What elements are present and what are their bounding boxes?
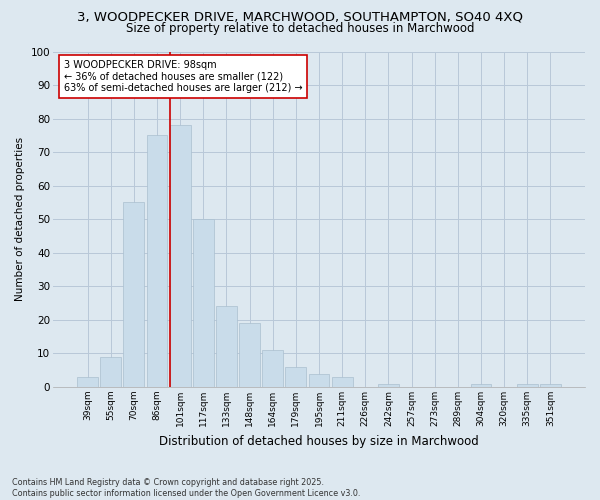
Text: 3, WOODPECKER DRIVE, MARCHWOOD, SOUTHAMPTON, SO40 4XQ: 3, WOODPECKER DRIVE, MARCHWOOD, SOUTHAMP…	[77, 11, 523, 24]
Bar	[100, 357, 121, 387]
Bar	[308, 374, 329, 387]
Bar	[146, 136, 167, 387]
Bar	[77, 377, 98, 387]
Bar	[540, 384, 561, 387]
Bar	[378, 384, 399, 387]
Text: 3 WOODPECKER DRIVE: 98sqm
← 36% of detached houses are smaller (122)
63% of semi: 3 WOODPECKER DRIVE: 98sqm ← 36% of detac…	[64, 60, 302, 93]
Y-axis label: Number of detached properties: Number of detached properties	[15, 137, 25, 302]
Text: Size of property relative to detached houses in Marchwood: Size of property relative to detached ho…	[126, 22, 474, 35]
Bar	[193, 220, 214, 387]
Bar	[470, 384, 491, 387]
Bar	[216, 306, 237, 387]
Text: Contains HM Land Registry data © Crown copyright and database right 2025.
Contai: Contains HM Land Registry data © Crown c…	[12, 478, 361, 498]
Bar	[170, 126, 191, 387]
Bar	[124, 202, 144, 387]
Bar	[286, 367, 306, 387]
Bar	[262, 350, 283, 387]
X-axis label: Distribution of detached houses by size in Marchwood: Distribution of detached houses by size …	[159, 434, 479, 448]
Bar	[239, 324, 260, 387]
Bar	[332, 377, 353, 387]
Bar	[517, 384, 538, 387]
